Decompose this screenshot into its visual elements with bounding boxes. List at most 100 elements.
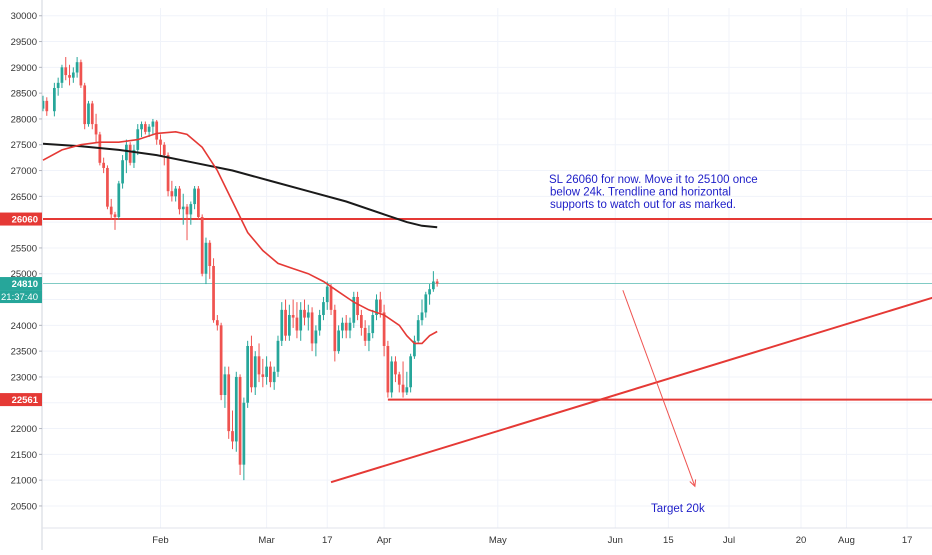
candle-up [193,188,196,205]
x-tick-label: 17 [902,535,913,546]
candle-down [143,124,147,132]
candle-down [227,374,231,432]
candle-up [280,309,284,341]
x-tick-label: Feb [152,535,168,546]
candle-down [394,361,397,375]
candle-up [246,345,250,403]
y-tick-label: 28500 [11,89,37,100]
long-moving-average-line [42,142,438,229]
y-tick-label: 28000 [11,114,37,125]
candle-down [170,191,174,197]
x-tick-label: Aug [838,535,855,546]
x-tick-label: 20 [796,535,807,546]
price-label-sl: 26060 [12,215,38,226]
candle-up [87,103,90,125]
x-tick-label: 15 [663,535,674,546]
x-tick-label: Jul [723,535,735,546]
candle-up [405,387,409,393]
annotations-layer: SL 26060 for now. Move it to 25100 onceb… [549,174,758,515]
candle-up [189,204,193,215]
grid-layer [42,8,932,528]
candle-up [348,322,352,331]
candle-down [401,384,405,393]
candle-down [250,345,253,388]
candle-down [356,296,359,316]
y-tick-label: 20500 [11,501,37,512]
candle-up [132,149,136,163]
candle-up [147,126,151,132]
candle-down [363,327,367,341]
candle-up [322,302,325,316]
candle-up [420,312,424,321]
candle-down [257,356,261,375]
candle-up [151,121,155,127]
candle-up [71,72,75,78]
candle-up [375,299,378,316]
candle-down [329,286,333,310]
candle-down [162,144,166,156]
candle-up [390,361,394,393]
candle-up [287,315,291,336]
candle-up [432,281,435,290]
candle-down [284,309,287,336]
candle-down [344,322,348,331]
candles-layer [41,57,439,481]
candle-up [272,371,276,383]
price-label-sl-box [0,212,42,226]
candle-up [424,294,428,313]
candle-up [306,312,310,318]
candle-down [397,374,401,385]
candle-up [253,356,257,388]
candle-down [113,214,117,217]
candle-up [121,160,124,184]
candle-up [223,374,227,395]
candle-up [234,376,238,442]
candle-up [204,242,208,274]
candle-down [106,167,109,207]
candle-up [352,296,356,323]
candle-up [53,87,56,112]
y-tick-label: 29500 [11,37,37,48]
annotation-note-line: below 24k. Trendline and horizontal [550,187,731,199]
y-tick-label: 21500 [11,450,37,461]
candle-down [185,206,189,215]
rising-trendline [330,296,932,484]
candle-down [295,317,299,331]
short-moving-average-line [42,130,438,345]
candle-down [269,366,272,383]
candle-up [174,188,178,197]
candle-up [337,330,340,352]
candle-down [79,62,83,86]
price-label-countdown: 21:37:40 [1,292,38,303]
y-tick-label: 25000 [11,269,37,280]
price-label-countdown-box [0,290,42,304]
annotation-target-line: Target 20k [651,503,705,515]
candle-up [367,333,371,341]
candle-up [265,366,268,377]
y-tick-label: 30000 [11,11,37,22]
candle-up [140,124,143,130]
candle-down [102,162,106,168]
candle-down [197,188,200,217]
candle-down [159,139,162,145]
candle-down [303,309,306,318]
candle-down [166,155,170,192]
price-label-support-box [0,393,42,407]
annotation-note-line: SL 26060 for now. Move it to 25100 once [549,174,758,186]
x-tick-label: May [489,535,507,546]
x-tick-label: 17 [322,535,333,546]
candle-up [181,206,185,210]
candle-down [231,431,234,442]
y-tick-label: 22000 [11,424,37,435]
target-arrow-line [622,290,696,487]
y-tick-label: 29000 [11,63,37,74]
axis-layer: 2050021000215002200022500230002350024000… [11,0,932,550]
x-tick-label: Jun [608,535,623,546]
candle-down [238,376,242,465]
candle-down [83,85,87,125]
price-label-last-box [0,277,42,291]
candle-down [386,345,390,393]
y-tick-label: 21000 [11,476,37,487]
